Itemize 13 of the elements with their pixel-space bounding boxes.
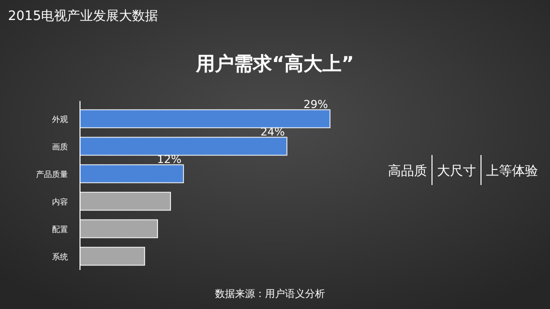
y-tick-label: 产品质量 bbox=[36, 170, 68, 179]
text: 高品质 bbox=[388, 163, 427, 179]
chart-subtitle: 用户需求“高大上” bbox=[195, 53, 354, 75]
y-tick-label: 外观 bbox=[52, 114, 68, 124]
chart-title: 2015电视产业发展大数据 bbox=[8, 9, 158, 24]
y-tick-label: 画质 bbox=[52, 142, 68, 152]
text: 上等体验 bbox=[486, 164, 538, 179]
text: 大尺寸 bbox=[437, 164, 476, 179]
y-tick-label: 内容 bbox=[52, 197, 68, 206]
source-note: 数据来源：用户语义分析 bbox=[215, 288, 325, 300]
y-tick-label: 配置 bbox=[52, 224, 68, 234]
data-label: 29% bbox=[304, 98, 328, 111]
y-tick-label: 系统 bbox=[52, 252, 68, 262]
